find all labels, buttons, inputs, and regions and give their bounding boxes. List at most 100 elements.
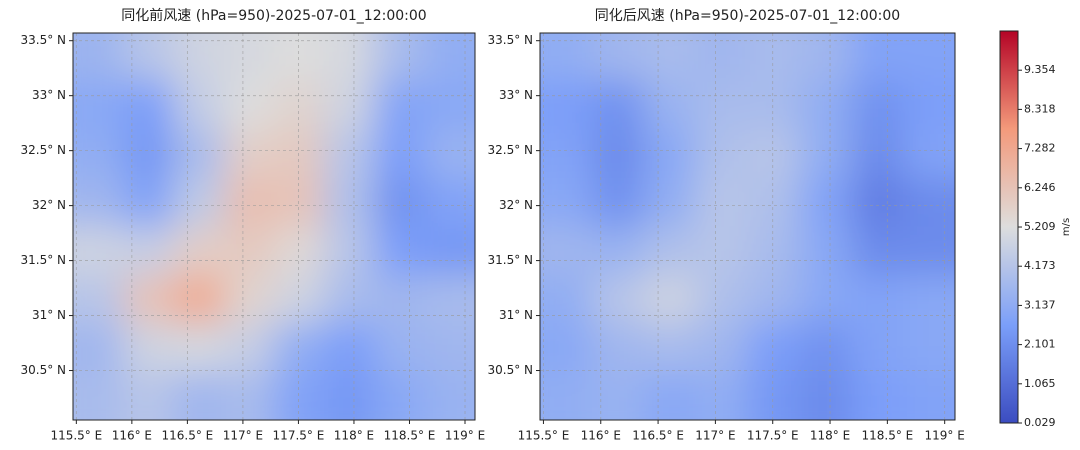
y-tick-label: 30.5° N bbox=[487, 363, 533, 377]
cell bbox=[374, 178, 426, 228]
y-tick-label: 32° N bbox=[32, 198, 66, 212]
cell bbox=[324, 371, 376, 420]
cell bbox=[173, 129, 225, 180]
colorbar-tick-label: 4.173 bbox=[1024, 259, 1056, 272]
colorbar-tick-label: 2.101 bbox=[1024, 338, 1056, 351]
colorbar bbox=[999, 30, 1019, 424]
cell bbox=[374, 129, 426, 180]
axes-frame bbox=[539, 32, 956, 421]
y-tick-label: 30.5° N bbox=[20, 363, 66, 377]
chart-title: 同化前风速 (hPa=950)-2025-07-01_12:00:00 bbox=[121, 7, 426, 24]
cell bbox=[695, 274, 749, 325]
y-tick-label: 33° N bbox=[32, 88, 66, 102]
colorbar-tick-label: 0.029 bbox=[1024, 416, 1056, 429]
y-tick-label: 31.5° N bbox=[20, 253, 66, 267]
field-cells bbox=[540, 33, 955, 420]
y-tick-label: 32° N bbox=[499, 198, 533, 212]
cell bbox=[747, 81, 801, 131]
cell bbox=[424, 226, 475, 276]
cell bbox=[324, 178, 376, 228]
cell bbox=[643, 129, 697, 180]
cell bbox=[223, 323, 275, 373]
cell bbox=[851, 371, 905, 420]
cell bbox=[223, 178, 275, 228]
colorbar-tick-label: 1.065 bbox=[1024, 377, 1056, 390]
cell bbox=[747, 323, 801, 373]
y-tick-label: 33.5° N bbox=[487, 33, 533, 47]
cell bbox=[274, 33, 326, 83]
cell bbox=[540, 33, 593, 83]
cell bbox=[173, 323, 225, 373]
cell bbox=[123, 226, 175, 276]
cell bbox=[695, 226, 749, 276]
cell bbox=[123, 129, 175, 180]
colorbar-tick-label: 7.282 bbox=[1024, 142, 1056, 155]
cell bbox=[695, 371, 749, 420]
cell bbox=[173, 178, 225, 228]
colorbar-tick-label: 8.318 bbox=[1024, 102, 1056, 115]
cell bbox=[374, 274, 426, 325]
cell bbox=[274, 129, 326, 180]
cell bbox=[123, 81, 175, 131]
cell bbox=[223, 371, 275, 420]
cell bbox=[173, 226, 225, 276]
x-tick-label: 119° E bbox=[445, 429, 485, 443]
x-tick-label: 115.5° E bbox=[518, 429, 570, 443]
cell bbox=[799, 226, 853, 276]
cell bbox=[274, 274, 326, 325]
cell bbox=[591, 178, 645, 228]
y-tick-label: 33° N bbox=[499, 88, 533, 102]
x-tick-label: 118.5° E bbox=[384, 429, 436, 443]
cell bbox=[374, 226, 426, 276]
cell bbox=[73, 371, 125, 420]
cell bbox=[424, 323, 475, 373]
cell bbox=[643, 178, 697, 228]
colorbar-tick-label: 6.246 bbox=[1024, 181, 1056, 194]
cell bbox=[903, 33, 955, 83]
cell bbox=[799, 81, 853, 131]
cell bbox=[274, 226, 326, 276]
cell bbox=[324, 129, 376, 180]
cell bbox=[799, 33, 853, 83]
cell bbox=[591, 274, 645, 325]
cell bbox=[374, 81, 426, 131]
cell bbox=[324, 274, 376, 325]
x-tick-label: 116.5° E bbox=[162, 429, 214, 443]
field bbox=[540, 33, 955, 420]
cell bbox=[73, 323, 125, 373]
cell bbox=[903, 178, 955, 228]
cell bbox=[851, 226, 905, 276]
x-tick-label: 115.5° E bbox=[50, 429, 102, 443]
cell bbox=[274, 371, 326, 420]
x-tick-label: 118° E bbox=[810, 429, 850, 443]
cell bbox=[851, 178, 905, 228]
y-tick-label: 31° N bbox=[499, 308, 533, 322]
cell bbox=[73, 226, 125, 276]
cell bbox=[73, 33, 125, 83]
cell bbox=[799, 178, 853, 228]
cell bbox=[424, 178, 475, 228]
cell bbox=[173, 371, 225, 420]
cell bbox=[424, 81, 475, 131]
colorbar-tick-label: 9.354 bbox=[1024, 63, 1056, 76]
cell bbox=[374, 323, 426, 373]
cell bbox=[374, 371, 426, 420]
cell bbox=[324, 81, 376, 131]
cell bbox=[424, 274, 475, 325]
cell bbox=[274, 178, 326, 228]
cell bbox=[903, 81, 955, 131]
cell bbox=[695, 33, 749, 83]
y-tick-label: 31.5° N bbox=[487, 253, 533, 267]
axes-frame bbox=[72, 32, 476, 421]
cell bbox=[591, 226, 645, 276]
cell bbox=[73, 129, 125, 180]
cell bbox=[643, 274, 697, 325]
cell bbox=[424, 33, 475, 83]
x-tick-label: 119° E bbox=[925, 429, 965, 443]
cell bbox=[123, 323, 175, 373]
field-cells bbox=[73, 33, 475, 420]
x-tick-label: 116.5° E bbox=[632, 429, 684, 443]
cell bbox=[540, 226, 593, 276]
cell bbox=[851, 274, 905, 325]
